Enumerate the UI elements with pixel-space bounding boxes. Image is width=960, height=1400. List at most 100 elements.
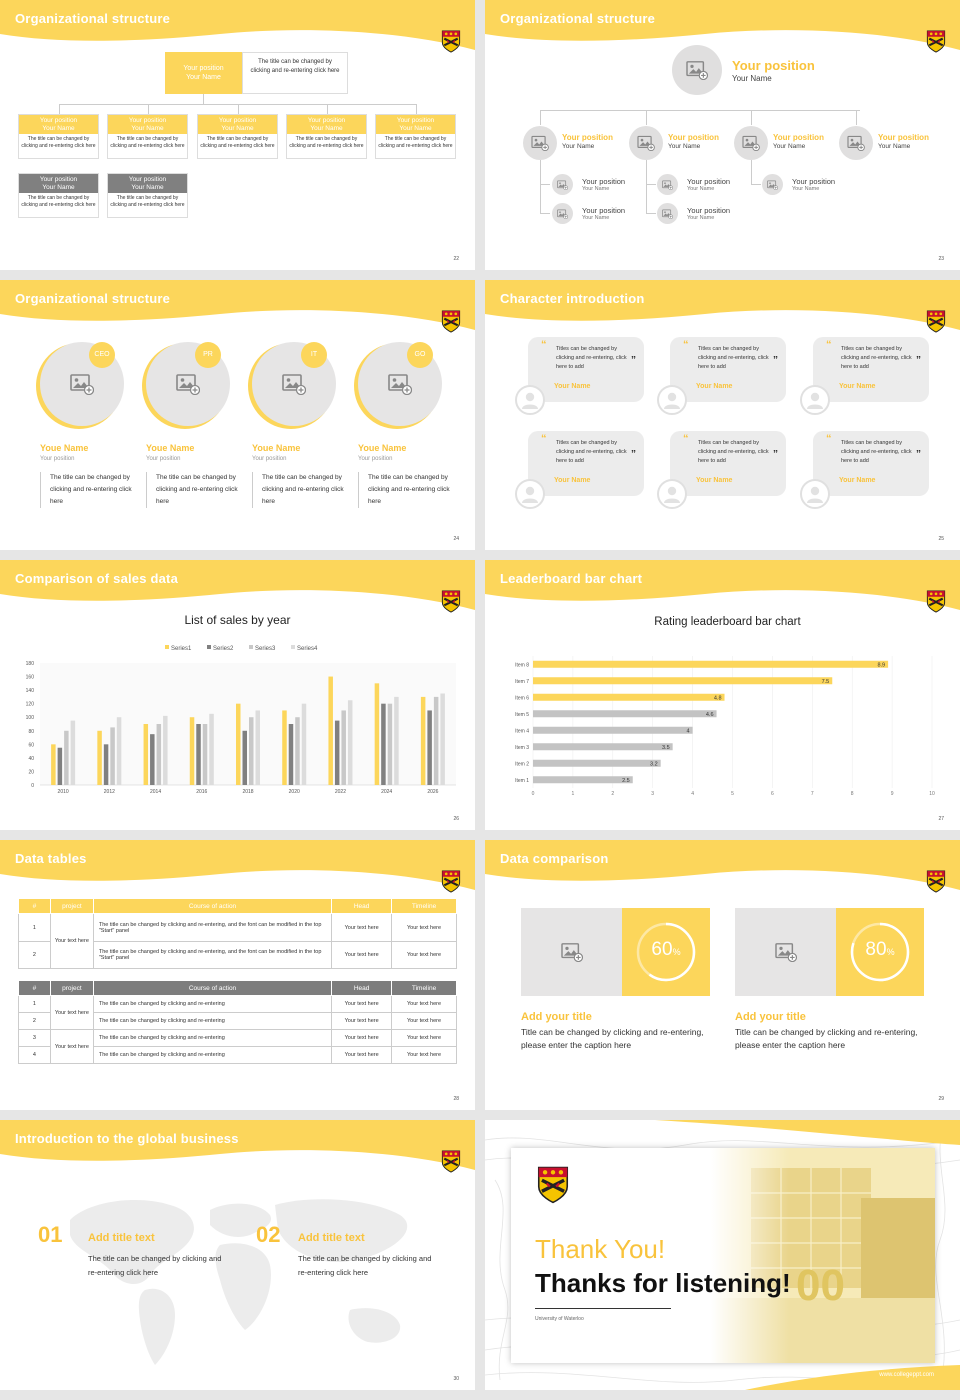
position-label: Your position [582, 206, 626, 215]
item-title: Add your title [735, 1011, 806, 1023]
head-cell: Your text here [331, 1012, 393, 1030]
slide-title: Introduction to the global business [15, 1131, 239, 1146]
image-placeholder[interactable] [672, 45, 722, 95]
website-link[interactable]: www.collegeppt.com [879, 1372, 934, 1378]
university-crest-icon [441, 1150, 461, 1173]
action-cell: The title can be changed by clicking and… [92, 995, 333, 1013]
quote-text: Titles can be changed by clicking and re… [841, 440, 912, 464]
head-cell: Your text here [331, 1046, 393, 1064]
close-quote-icon: ” [916, 449, 921, 460]
position-label: Your position [668, 133, 719, 142]
person-icon [662, 484, 682, 504]
image-icon [637, 135, 655, 151]
quote-text: Titles can be changed by clicking and re… [556, 440, 627, 464]
action-cell: The title can be changed by clicking and… [92, 913, 333, 942]
bar [341, 710, 346, 785]
slide-character-introduction[interactable]: Character introduction “ Titles can be c… [485, 280, 960, 550]
timeline-cell: Your text here [391, 1029, 457, 1047]
page-number: 30 [453, 1376, 459, 1382]
image-placeholder[interactable] [762, 174, 783, 195]
bar [533, 776, 633, 784]
page-number: 23 [938, 256, 944, 262]
image-placeholder[interactable] [734, 126, 768, 160]
data-table: # project Course of action Head Timeline… [18, 980, 457, 1064]
bar [533, 743, 673, 751]
column-header: Course of action [92, 980, 333, 996]
row-number: 2 [18, 1012, 51, 1030]
org-box: Your position Your Name The title can be … [107, 114, 188, 159]
quote-card: “ Titles can be changed by clicking and … [813, 337, 929, 402]
box-description: The title can be changed by clicking and… [21, 195, 96, 208]
name-label: Your Name [687, 186, 715, 192]
image-placeholder[interactable] [629, 126, 663, 160]
x-tick-label: 3 [651, 791, 654, 797]
bar [236, 703, 241, 785]
column-header: project [49, 898, 94, 914]
progress-ring [636, 922, 696, 982]
slide-title: Data comparison [500, 851, 609, 866]
image-icon [742, 135, 760, 151]
slide-thank-you[interactable]: 00 Thank You! Thanks for listening! Univ… [485, 1120, 960, 1390]
project-cell: Your text here [49, 995, 94, 1030]
avatar [515, 385, 545, 415]
connector-line [751, 184, 761, 185]
item-title: Add title text [88, 1232, 155, 1244]
image-placeholder[interactable] [839, 126, 873, 160]
y-tick-label: Item 2 [515, 761, 529, 767]
bar [189, 717, 195, 785]
image-icon [557, 180, 568, 190]
item-title: Add your title [521, 1011, 592, 1023]
y-tick-label: 60 [28, 742, 34, 748]
slide-title: Organizational structure [15, 11, 171, 26]
building-photo: 00 [711, 1148, 935, 1363]
bar [440, 693, 445, 785]
close-quote-icon: ” [773, 355, 778, 366]
quote-text: Titles can be changed by clicking and re… [698, 346, 769, 370]
chart-title: Rating leaderboard bar chart [654, 616, 801, 628]
slide-global-business[interactable]: Introduction to the global business 01 A… [0, 1120, 475, 1390]
position-label: Your position [562, 133, 613, 142]
x-tick-label: 1 [572, 791, 575, 797]
x-tick-label: 7 [811, 791, 814, 797]
image-placeholder[interactable] [521, 908, 622, 996]
slide-org-structure-circles[interactable]: Organizational structure Your position Y… [485, 0, 960, 270]
data-label: 4 [687, 728, 690, 734]
y-tick-label: 0 [31, 783, 34, 789]
y-tick-label: Item 7 [515, 679, 529, 685]
bar [347, 700, 353, 785]
data-label: 7.5 [822, 679, 830, 685]
image-placeholder[interactable] [552, 203, 573, 224]
page-number: 26 [453, 816, 459, 822]
y-tick-label: 20 [28, 769, 34, 775]
image-placeholder[interactable] [552, 174, 573, 195]
image-placeholder[interactable] [657, 174, 678, 195]
image-placeholder[interactable] [735, 908, 836, 996]
connector-line [856, 110, 857, 125]
image-placeholder[interactable] [523, 126, 557, 160]
position-label: Your position [792, 177, 836, 186]
x-tick-label: 4 [691, 791, 694, 797]
slide-data-comparison[interactable]: Data comparison 60% Add your title Title… [485, 840, 960, 1110]
connector-line [751, 160, 752, 184]
quote-text: Titles can be changed by clicking and re… [556, 346, 627, 370]
org-box: Your position Your Name The title can be … [107, 173, 188, 218]
bar [282, 710, 287, 785]
action-cell: The title can be changed by clicking and… [92, 1046, 333, 1064]
university-crest-icon [441, 590, 461, 613]
head-cell: Your text here [331, 1029, 393, 1047]
image-icon [662, 180, 673, 190]
image-placeholder[interactable] [657, 203, 678, 224]
slide-org-structure-people[interactable]: Organizational structure CEO Youe Name Y… [0, 280, 475, 550]
item-description: The title can be changed by clicking and… [88, 1254, 222, 1277]
slide-data-tables[interactable]: Data tables # project Course of action H… [0, 840, 475, 1110]
org-box: Your position Your Name The title can be … [286, 114, 367, 159]
legend-swatch [207, 645, 211, 649]
university-crest-icon [441, 870, 461, 893]
connector-line [238, 104, 239, 114]
slide-org-structure-boxes[interactable]: Organizational structure Your position Y… [0, 0, 475, 270]
bar [163, 715, 168, 785]
slide-sales-comparison[interactable]: Comparison of sales data List of sales b… [0, 560, 475, 830]
y-tick-label: 120 [26, 702, 35, 708]
slide-leaderboard[interactable]: Leaderboard bar chart Rating leaderboard… [485, 560, 960, 830]
person-position: Your position [146, 456, 181, 462]
